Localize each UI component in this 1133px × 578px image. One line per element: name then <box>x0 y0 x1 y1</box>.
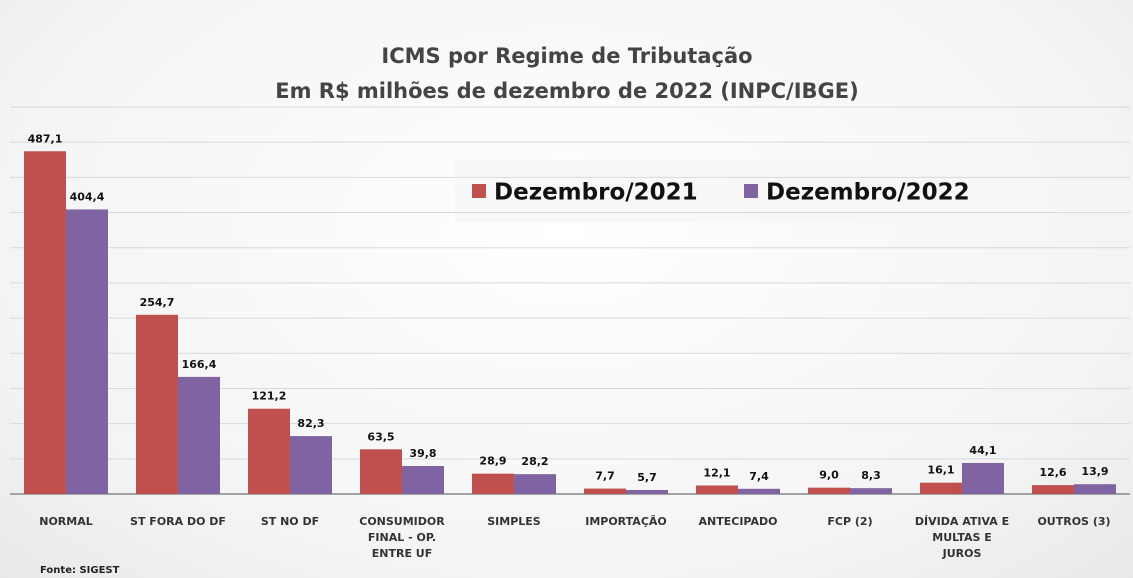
bar <box>962 462 1004 494</box>
value-label: 44,1 <box>969 444 996 457</box>
legend-swatch <box>472 184 486 198</box>
value-label: 121,2 <box>252 390 287 403</box>
bar <box>1074 484 1116 494</box>
bar <box>738 488 780 494</box>
value-label: 8,3 <box>861 469 881 482</box>
bar <box>696 485 738 494</box>
bar <box>248 408 290 494</box>
legend-label: Dezembro/2022 <box>766 180 970 206</box>
x-tick-label: ST NO DF <box>260 515 320 528</box>
bar <box>290 436 332 494</box>
value-label: 5,7 <box>637 471 657 484</box>
x-tick-label: SIMPLES <box>487 515 541 528</box>
x-tick-label: IMPORTAÇÃO <box>585 515 667 528</box>
bar <box>472 473 514 494</box>
bar <box>24 151 66 494</box>
value-label: 63,5 <box>367 430 394 443</box>
x-tick-label: DÍVIDA ATIVA E MULTAS E JUROS <box>914 515 1010 560</box>
value-label: 39,8 <box>409 447 436 460</box>
bar <box>850 488 892 494</box>
x-tick-label: NORMAL <box>39 515 93 528</box>
bar <box>66 209 108 494</box>
source: Fonte: SIGEST <box>40 565 120 576</box>
value-label: 16,1 <box>927 464 954 477</box>
value-label: 28,2 <box>521 455 548 468</box>
value-label: 28,9 <box>479 455 506 468</box>
chart-subtitle: Em R$ milhões de dezembro de 2022 (INPC/… <box>275 79 858 103</box>
bar <box>136 314 178 494</box>
x-tick-label: CONSUMIDOR FINAL - OP. ENTRE UF <box>359 515 445 560</box>
bar <box>1032 485 1074 494</box>
value-label: 12,1 <box>703 466 730 479</box>
value-label: 487,1 <box>28 132 63 145</box>
value-label: 12,6 <box>1039 466 1066 479</box>
bar <box>360 449 402 494</box>
bar <box>402 465 444 494</box>
value-label: 9,0 <box>819 469 839 482</box>
bar <box>584 488 626 494</box>
value-label: 166,4 <box>182 358 217 371</box>
legend-swatch <box>744 184 758 198</box>
value-label: 13,9 <box>1081 465 1108 478</box>
legend-label: Dezembro/2021 <box>494 180 698 206</box>
legend-box <box>455 160 1000 222</box>
value-label: 404,4 <box>70 190 105 203</box>
bar <box>920 482 962 494</box>
value-label: 7,7 <box>595 470 615 483</box>
bar <box>514 474 556 494</box>
bar <box>808 487 850 494</box>
bar <box>626 489 668 494</box>
x-tick-label: ST FORA DO DF <box>130 515 226 528</box>
value-label: 82,3 <box>297 417 324 430</box>
value-label: 7,4 <box>749 470 769 483</box>
x-tick-label: ANTECIPADO <box>698 515 778 528</box>
value-label: 254,7 <box>140 296 175 309</box>
x-tick-label: FCP (2) <box>827 515 873 528</box>
bar <box>178 376 220 494</box>
chart-title: ICMS por Regime de Tributação <box>381 44 752 68</box>
x-tick-label: OUTROS (3) <box>1037 515 1111 528</box>
